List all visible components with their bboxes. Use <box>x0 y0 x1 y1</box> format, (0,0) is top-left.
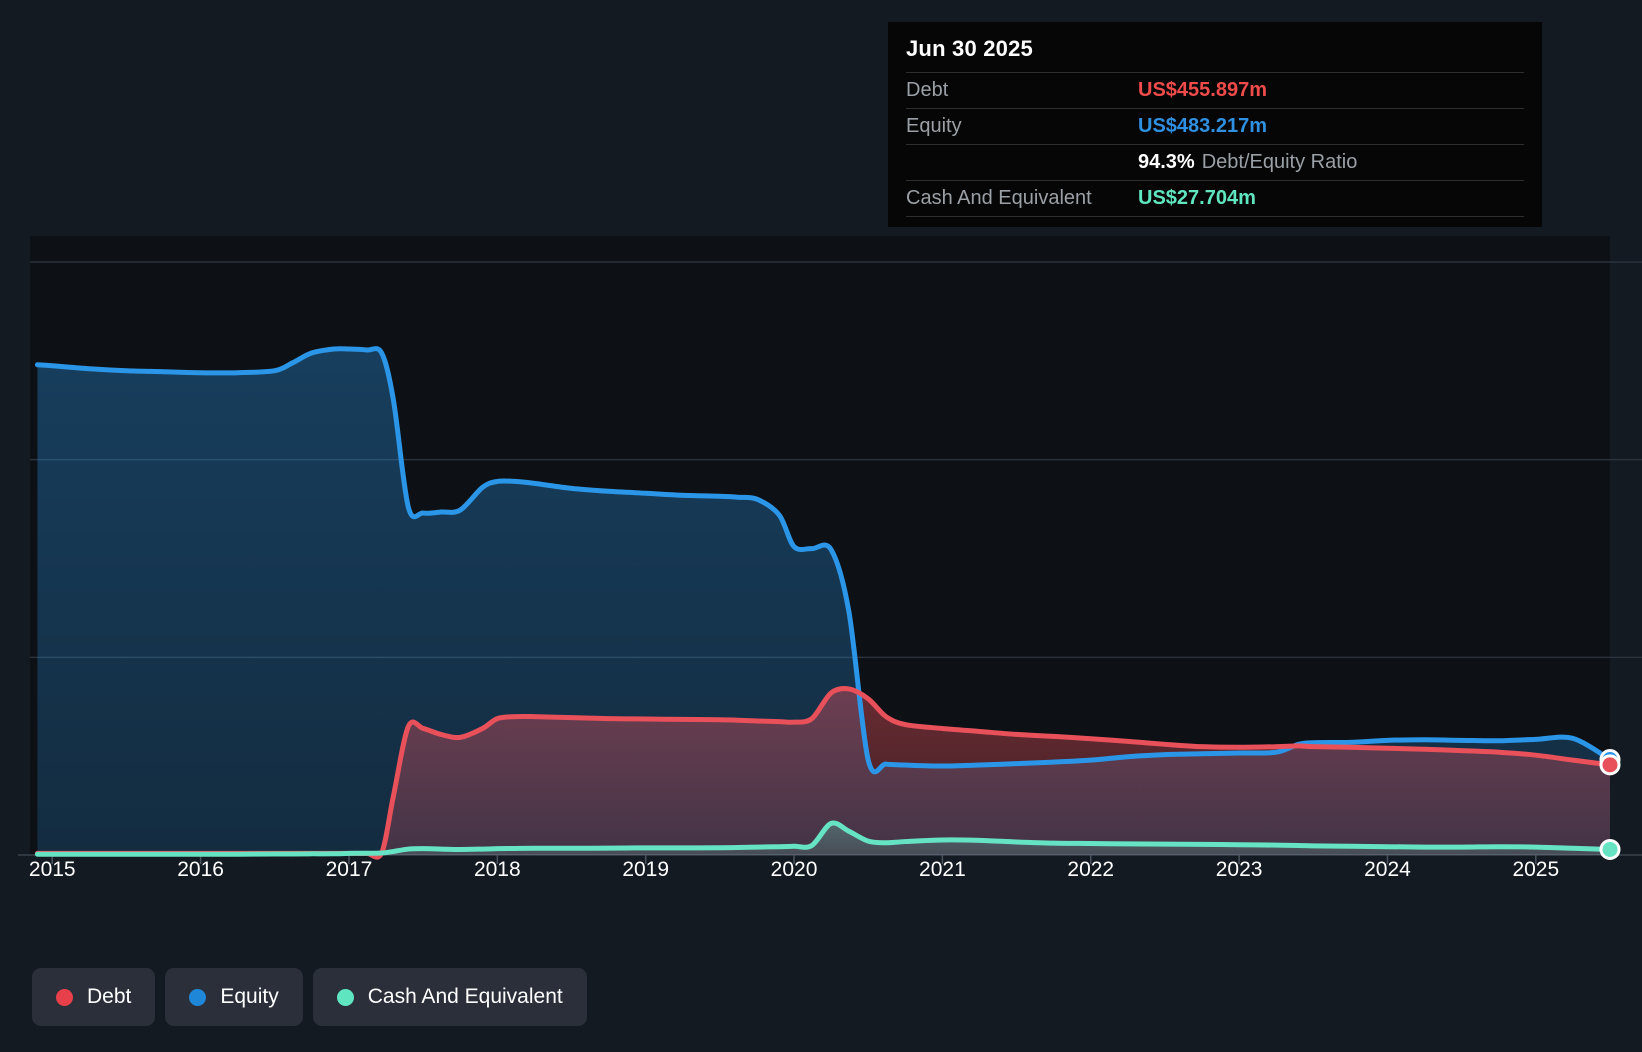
x-axis-tick-2018: 2018 <box>473 858 521 881</box>
chart-plot-area <box>18 236 1642 864</box>
legend-label: Cash And Equivalent <box>367 985 563 1008</box>
x-axis-tick-2025: 2025 <box>1512 858 1560 881</box>
endpoint-marker-debt <box>1599 754 1621 776</box>
x-axis-tick-2021: 2021 <box>919 858 966 881</box>
tooltip-ratio-group: 94.3% Debt/Equity Ratio <box>1138 151 1357 174</box>
legend-dot-icon <box>56 988 73 1006</box>
line-equity <box>34 346 1613 775</box>
legend-label: Debt <box>87 985 132 1008</box>
tooltip-row-cash: Cash And Equivalent US$27.704m <box>906 180 1524 217</box>
tooltip-value-cash: US$27.704m <box>1138 187 1256 209</box>
x-axis-tick-2022: 2022 <box>1067 858 1115 881</box>
tooltip-label-debt: Debt <box>906 79 949 101</box>
x-axis-tick-2015: 2015 <box>28 858 76 881</box>
x-axis-tick-2016: 2016 <box>177 858 224 881</box>
legend-item-debt[interactable]: Debt <box>32 968 156 1026</box>
tooltip-label-equity: Equity <box>906 115 962 137</box>
legend-item-cash-and-equivalent[interactable]: Cash And Equivalent <box>312 968 587 1026</box>
chart-tooltip-card: Jun 30 2025 Debt US$455.897m Equity US$4… <box>888 22 1542 227</box>
area-debt <box>37 688 1610 858</box>
tooltip-ratio-text: Debt/Equity Ratio <box>1201 151 1358 173</box>
legend-item-equity[interactable]: Equity <box>165 968 303 1026</box>
line-cash <box>34 820 1613 857</box>
tooltip-value-debt: US$455.897m <box>1138 79 1267 101</box>
chart-legend: Debt Equity Cash And Equivalent <box>32 968 587 1026</box>
tooltip-date: Jun 30 2025 <box>906 36 1033 61</box>
x-axis-tick-2024: 2024 <box>1364 858 1411 881</box>
tooltip-label-cash: Cash And Equivalent <box>906 187 1092 209</box>
legend-label: Equity <box>220 985 279 1008</box>
x-axis-tick-2019: 2019 <box>622 858 670 881</box>
tooltip-ratio-percent: 94.3% <box>1138 151 1195 173</box>
area-cash <box>37 822 1610 855</box>
x-axis-tick-2017: 2017 <box>325 858 373 881</box>
tooltip-row-equity: Equity US$483.217m <box>906 108 1524 144</box>
endpoint-marker-cash <box>1599 838 1621 860</box>
tooltip-row-ratio: 94.3% Debt/Equity Ratio <box>906 144 1524 180</box>
legend-dot-icon <box>336 988 354 1006</box>
tooltip-value-equity: US$483.217m <box>1138 115 1267 137</box>
x-axis-tick-2020: 2020 <box>770 858 818 881</box>
x-axis-tick-2023: 2023 <box>1215 858 1263 881</box>
legend-dot-icon <box>189 988 207 1006</box>
x-axis-tick-labels: 2015 2016 2017 2018 2019 2020 2021 2022 2023 2024… <box>0 858 1642 898</box>
tooltip-row-debt: Debt US$455.897m <box>906 72 1524 108</box>
